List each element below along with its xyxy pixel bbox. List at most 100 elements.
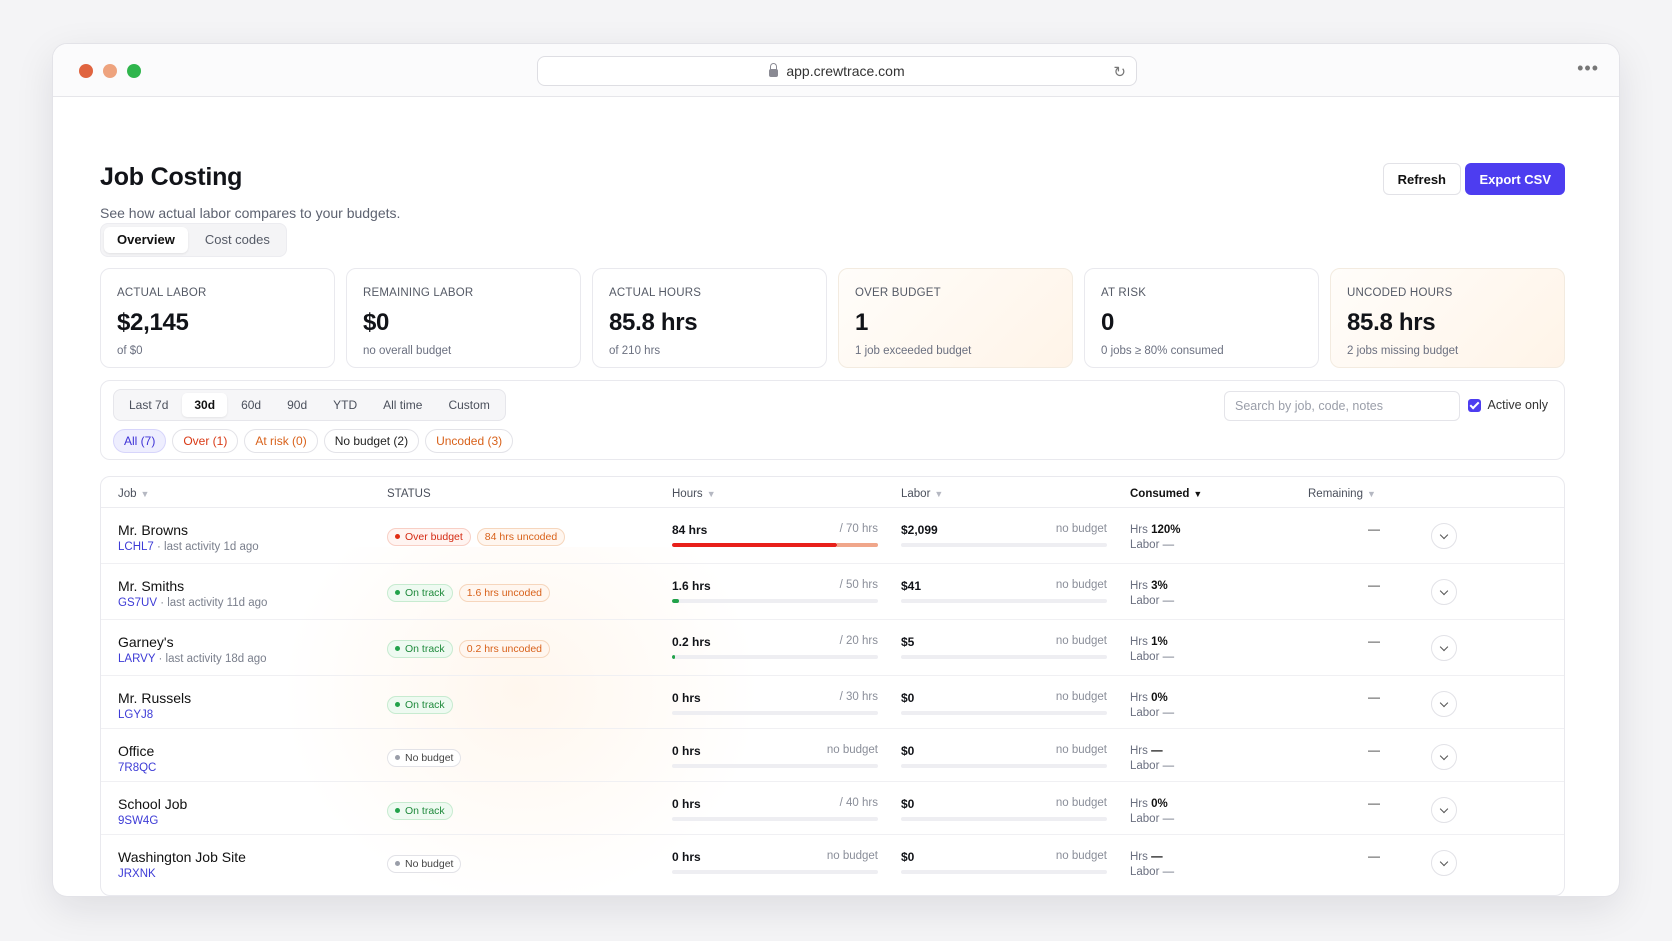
labor-progress-bar <box>901 817 1107 821</box>
job-code-link[interactable]: 9SW4G <box>118 815 159 827</box>
export-csv-button[interactable]: Export CSV <box>1465 163 1565 195</box>
consumed-hrs-prefix: Hrs <box>1130 580 1148 592</box>
table-row[interactable]: Garney's LARVY · last activity 18d ago On … <box>101 620 1564 676</box>
stat-value: 85.8 hrs <box>609 309 698 336</box>
table-row[interactable]: Mr. Browns LCHL7 · last activity 1d ago Ov… <box>101 508 1564 564</box>
status-badge: On track <box>387 584 453 602</box>
more-options-icon[interactable]: ••• <box>1577 58 1599 78</box>
stat-card-actual-hours: ACTUAL HOURS 85.8 hrs of 210 hrs <box>592 268 827 368</box>
hours-actual: 0 hrs <box>672 797 701 811</box>
remaining-value: — <box>1368 634 1380 648</box>
consumed-hrs-prefix: Hrs <box>1130 851 1148 863</box>
consumed-labor-prefix: Labor <box>1130 866 1160 878</box>
stat-card-uncoded-hours[interactable]: UNCODED HOURS 85.8 hrs 2 jobs missing bu… <box>1330 268 1565 368</box>
search-input[interactable] <box>1224 391 1460 421</box>
table-row[interactable]: School Job 9SW4G On track 0 hrs / 40 hrs $0 n… <box>101 782 1564 835</box>
hours-budget: / 40 hrs <box>839 797 878 809</box>
consumed-hrs-prefix: Hrs <box>1130 798 1148 810</box>
range-60d[interactable]: 60d <box>241 398 262 412</box>
labor-actual: $0 <box>901 797 915 811</box>
job-code-link[interactable]: GS7UV <box>118 597 157 609</box>
job-meta: 9SW4G <box>118 815 158 827</box>
column-header-job[interactable]: Job ▼ <box>118 488 149 500</box>
chip-at-risk[interactable]: At risk (0) <box>244 429 318 453</box>
table-row[interactable]: Mr. Smiths GS7UV · last activity 11d ago O… <box>101 564 1564 620</box>
range-90d[interactable]: 90d <box>287 398 308 412</box>
job-meta: LGYJ8 <box>118 709 153 721</box>
labor-actual: $2,099 <box>901 523 938 537</box>
consumed-cell: Hrs — Labor — <box>1130 850 1174 880</box>
labor-actual: $0 <box>901 850 915 864</box>
status-badge: On track <box>387 802 453 820</box>
job-name[interactable]: Mr. Browns <box>118 522 189 538</box>
job-name[interactable]: Garney's <box>118 634 174 650</box>
hours-budget: no budget <box>826 850 878 862</box>
job-name[interactable]: Mr. Russels <box>118 690 192 706</box>
expand-row-chevron-icon[interactable] <box>1431 523 1457 549</box>
close-window-button[interactable] <box>79 64 93 78</box>
consumed-labor-value: — <box>1162 539 1175 551</box>
refresh-button[interactable]: Refresh <box>1382 163 1461 195</box>
expand-row-chevron-icon[interactable] <box>1431 744 1457 770</box>
column-label: Remaining <box>1308 488 1363 500</box>
labor-budget: no budget <box>1055 744 1107 756</box>
job-name[interactable]: Mr. Smiths <box>118 578 185 594</box>
expand-row-chevron-icon[interactable] <box>1431 691 1457 717</box>
expand-row-chevron-icon[interactable] <box>1431 579 1457 605</box>
table-row[interactable]: Office 7R8QC No budget 0 hrs no budget $0 no … <box>101 729 1564 782</box>
status-dot-icon <box>395 646 400 651</box>
status-text: On track <box>405 643 445 655</box>
column-header-labor[interactable]: Labor ▼ <box>901 488 943 500</box>
jobs-table: Job ▼ STATUS Hours ▼ Labor ▼ Consumed ▼ Rema… <box>100 476 1565 896</box>
range-last-7d[interactable]: Last 7d <box>129 398 169 412</box>
stat-sub: no overall budget <box>363 345 452 357</box>
column-header-remaining[interactable]: Remaining ▼ <box>1308 488 1376 500</box>
range-all-time[interactable]: All time <box>383 398 423 412</box>
consumed-cell: Hrs 3% Labor — <box>1130 579 1174 609</box>
minimize-window-button[interactable] <box>103 64 117 78</box>
job-code-link[interactable]: LGYJ8 <box>118 709 154 721</box>
tab-overview[interactable]: Overview <box>104 227 188 253</box>
job-name[interactable]: School Job <box>118 796 188 812</box>
job-code-link[interactable]: LCHL7 <box>118 541 154 553</box>
job-code-link[interactable]: JRXNK <box>118 868 156 880</box>
range-custom[interactable]: Custom <box>448 398 490 412</box>
stat-card-at-risk[interactable]: AT RISK 0 0 jobs ≥ 80% consumed <box>1084 268 1319 368</box>
consumed-labor-value: — <box>1162 651 1175 663</box>
hours-budget: / 30 hrs <box>839 691 878 703</box>
job-name[interactable]: Office <box>118 743 155 759</box>
chip-uncoded[interactable]: Uncoded (3) <box>425 429 514 453</box>
column-header-hours[interactable]: Hours ▼ <box>672 488 716 500</box>
expand-row-chevron-icon[interactable] <box>1431 850 1457 876</box>
table-row[interactable]: Washington Job Site JRXNK No budget 0 hrs n… <box>101 835 1564 888</box>
labor-progress-bar <box>901 870 1107 874</box>
active-only-toggle[interactable]: Active only <box>1467 398 1548 412</box>
status-badges: No budget <box>387 749 462 767</box>
address-bar[interactable]: app.crewtrace.com ↻ <box>537 56 1137 86</box>
stat-sub: 2 jobs missing budget <box>1347 345 1459 357</box>
status-badges: On track <box>387 696 453 714</box>
table-row[interactable]: Mr. Russels LGYJ8 On track 0 hrs / 30 hrs $0… <box>101 676 1564 729</box>
status-text: Over budget <box>405 531 463 543</box>
job-name[interactable]: Washington Job Site <box>118 849 246 865</box>
expand-row-chevron-icon[interactable] <box>1431 635 1457 661</box>
range-30d[interactable]: 30d <box>182 393 228 417</box>
stat-sub: 1 job exceeded budget <box>855 345 972 357</box>
reload-icon[interactable]: ↻ <box>1113 64 1126 81</box>
job-code-link[interactable]: LARVY <box>118 653 156 665</box>
chip-all[interactable]: All (7) <box>113 429 167 453</box>
stat-label: ACTUAL HOURS <box>609 287 702 299</box>
lock-icon <box>769 63 779 77</box>
column-header-consumed[interactable]: Consumed ▼ <box>1130 488 1202 500</box>
consumed-labor-value: — <box>1162 595 1175 607</box>
stat-card-over-budget[interactable]: OVER BUDGET 1 1 job exceeded budget <box>838 268 1073 368</box>
active-only-checkbox[interactable] <box>1467 398 1481 412</box>
chip-no-budget[interactable]: No budget (2) <box>323 429 420 453</box>
hours-progress-bar <box>672 655 878 659</box>
expand-row-chevron-icon[interactable] <box>1431 797 1457 823</box>
range-ytd[interactable]: YTD <box>333 398 358 412</box>
job-code-link[interactable]: 7R8QC <box>118 762 157 774</box>
maximize-window-button[interactable] <box>127 64 141 78</box>
chip-over[interactable]: Over (1) <box>172 429 239 453</box>
tab-cost-codes[interactable]: Cost codes <box>204 232 270 247</box>
